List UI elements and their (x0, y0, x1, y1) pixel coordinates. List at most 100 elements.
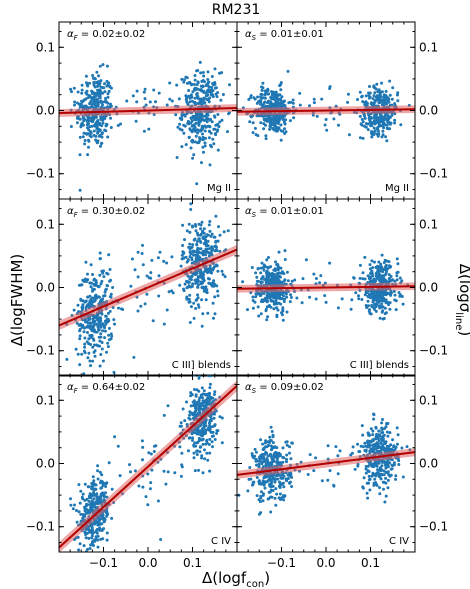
data-point (266, 440, 270, 444)
data-point (363, 441, 367, 445)
data-point (118, 474, 122, 478)
data-point (104, 511, 108, 515)
data-point (286, 477, 290, 480)
data-point (396, 442, 399, 446)
data-point (206, 271, 209, 275)
data-point (162, 469, 166, 473)
data-point (197, 376, 201, 380)
data-point (360, 298, 364, 301)
data-point (82, 330, 86, 334)
data-point (69, 503, 73, 507)
data-point (106, 92, 110, 96)
data-point (289, 457, 293, 461)
data-point (116, 124, 120, 127)
data-point (389, 289, 393, 293)
data-point (264, 134, 268, 138)
data-point (86, 321, 90, 325)
alpha-value: = 0.64±0.02 (78, 382, 146, 393)
data-point (281, 309, 285, 313)
data-point (193, 96, 197, 100)
data-point (197, 283, 200, 287)
data-point (200, 456, 204, 460)
data-point (370, 259, 374, 263)
data-point (393, 279, 397, 283)
data-point (94, 134, 98, 138)
data-point (282, 485, 286, 489)
data-point (189, 128, 193, 132)
data-point (263, 296, 267, 300)
data-point (103, 82, 106, 86)
data-point (101, 329, 105, 333)
data-point (108, 104, 112, 108)
data-point (193, 118, 197, 122)
data-point (228, 83, 231, 87)
data-point (88, 299, 92, 303)
data-point (375, 296, 379, 300)
data-point (384, 293, 388, 297)
data-point (92, 277, 96, 281)
data-point (378, 486, 381, 490)
data-point (276, 103, 280, 107)
data-point (87, 318, 91, 321)
data-point (88, 94, 92, 98)
data-point (220, 269, 224, 273)
data-point (100, 132, 104, 136)
data-point (367, 91, 370, 95)
data-point (274, 503, 278, 507)
data-point (221, 93, 225, 96)
data-point (109, 102, 112, 106)
data-point (382, 447, 386, 451)
data-point (101, 63, 105, 67)
data-point (394, 477, 397, 481)
data-point (374, 87, 378, 91)
data-point (271, 275, 275, 279)
data-point (168, 81, 172, 85)
data-point (173, 471, 177, 475)
data-point (106, 341, 110, 345)
data-point (374, 309, 378, 313)
data-point (389, 292, 393, 296)
data-point (207, 247, 211, 251)
data-point (181, 223, 185, 227)
x-tick-label: −0.1 (89, 556, 118, 570)
data-point (381, 124, 385, 128)
data-point (284, 292, 288, 296)
data-point (361, 271, 365, 275)
data-point (271, 299, 275, 303)
data-point (279, 483, 283, 487)
data-point (99, 144, 102, 148)
data-point (98, 339, 102, 343)
data-point (378, 316, 382, 320)
data-point (262, 446, 266, 450)
data-point (275, 455, 279, 459)
data-point (380, 472, 384, 476)
data-point (176, 125, 180, 129)
data-point (205, 93, 209, 97)
data-point (205, 438, 209, 442)
data-point (279, 123, 283, 127)
data-point (328, 85, 332, 89)
data-point (386, 459, 390, 463)
data-point (365, 291, 369, 295)
data-point (395, 426, 399, 430)
data-point (174, 113, 178, 117)
data-point (215, 264, 219, 268)
data-point (324, 118, 328, 121)
data-point (373, 91, 377, 95)
data-point (197, 237, 201, 241)
data-point (189, 394, 193, 398)
data-point (85, 511, 89, 515)
data-point (189, 146, 193, 150)
panel-1: −0.1 0.0 0.1 αF = 0.02±0.02 Mg II (26, 21, 238, 200)
data-point (370, 132, 374, 136)
data-point (268, 483, 272, 487)
data-point (388, 431, 392, 435)
data-point (220, 71, 224, 75)
panel-plot-area (237, 249, 415, 322)
data-point (110, 487, 114, 491)
data-point (189, 246, 193, 249)
data-point (190, 95, 194, 99)
data-point (217, 124, 221, 128)
data-point (82, 544, 86, 548)
data-point (367, 304, 370, 308)
